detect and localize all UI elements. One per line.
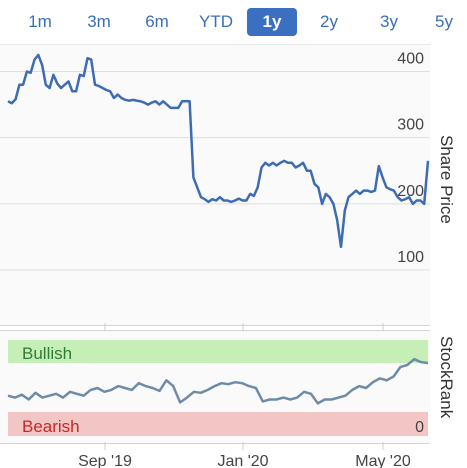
bullish-band	[8, 340, 428, 363]
y-tick-label: 300	[397, 117, 424, 134]
tab-3m[interactable]: 3m	[87, 12, 111, 31]
x-tick-label: May '20	[355, 453, 411, 468]
x-tick-labels: Sep '19 Jan '20 May '20	[78, 453, 411, 468]
y-tick-label: 200	[397, 183, 424, 200]
tab-1m[interactable]: 1m	[28, 12, 52, 31]
tab-5y[interactable]: 5y	[435, 12, 453, 31]
range-tabs: 1m 3m 6m YTD 1y 2y 3y 5y	[0, 6, 467, 38]
tab-3y[interactable]: 3y	[380, 12, 398, 31]
tab-2y[interactable]: 2y	[320, 12, 338, 31]
tab-ytd[interactable]: YTD	[199, 12, 233, 31]
x-tick-marks	[104, 323, 384, 450]
rank-y-tick-label: 0	[415, 419, 424, 436]
price-gridlines	[0, 70, 430, 271]
tab-1y[interactable]: 1y	[247, 8, 297, 36]
price-y-ticks: 100 200 300 400	[397, 50, 424, 266]
stockrank-line	[7, 357, 429, 405]
tab-6m[interactable]: 6m	[145, 12, 169, 31]
bearish-label: Bearish	[22, 417, 80, 436]
rank-y-ticks: 0	[415, 419, 424, 436]
y-tick-label: 100	[397, 249, 424, 266]
bullish-label: Bullish	[22, 344, 72, 363]
share-price-line	[7, 53, 430, 249]
y-tick-label: 400	[397, 50, 424, 67]
bearish-band	[8, 412, 428, 436]
x-tick-label: Sep '19	[78, 453, 132, 468]
x-tick-label: Jan '20	[217, 453, 268, 468]
